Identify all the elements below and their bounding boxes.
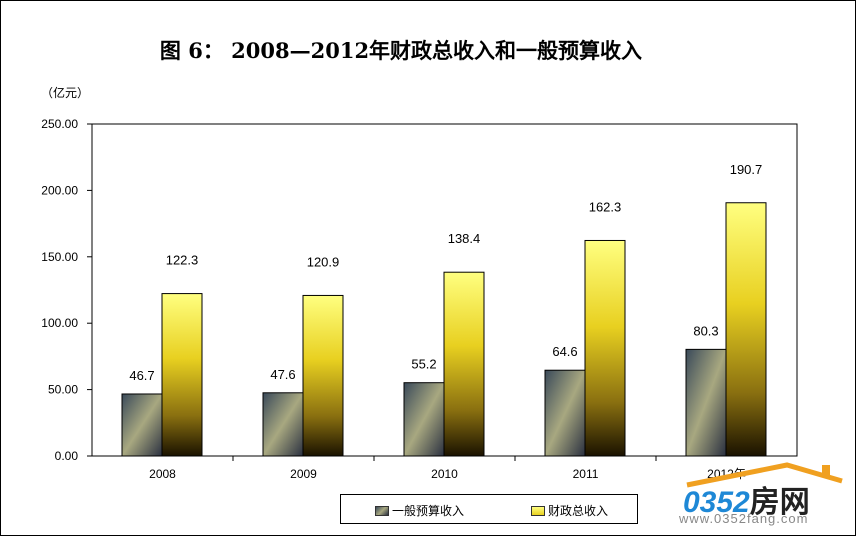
legend: 一般预算收入 财政总收入 xyxy=(340,494,638,524)
x-tick-label: 2008 xyxy=(149,467,176,481)
legend-label: 一般预算收入 xyxy=(392,504,465,518)
x-tick-label: 2009 xyxy=(290,467,317,481)
watermark: 0352房网 www.0352fang.com xyxy=(677,459,847,529)
x-tick-label: 2010 xyxy=(431,467,458,481)
legend-swatch xyxy=(375,505,389,516)
bar-general-budget xyxy=(403,382,445,457)
data-label: 64.6 xyxy=(552,344,577,359)
y-axis-unit: （亿元） xyxy=(41,86,90,100)
bar-total-revenue xyxy=(302,294,344,457)
legend-label: 财政总收入 xyxy=(548,504,609,518)
bar-general-budget xyxy=(544,369,586,457)
legend-swatch xyxy=(531,505,545,516)
y-tick-label: 100.00 xyxy=(41,316,78,330)
y-tick-label: 250.00 xyxy=(41,117,78,131)
data-label: 122.3 xyxy=(166,253,199,268)
data-label: 190.7 xyxy=(730,162,763,177)
bar-total-revenue xyxy=(725,202,767,457)
chart-title: 图 6： 2008—2012年财政总收入和一般预算收入 xyxy=(159,38,643,63)
x-tick-label: 2011 xyxy=(573,467,599,481)
data-label: 80.3 xyxy=(693,323,718,338)
data-label: 55.2 xyxy=(411,357,436,372)
bar-general-budget xyxy=(262,392,304,457)
bar-total-revenue xyxy=(443,271,485,457)
data-label: 120.9 xyxy=(307,254,340,269)
data-label: 162.3 xyxy=(589,199,622,214)
bar-total-revenue xyxy=(161,293,203,457)
y-tick-label: 200.00 xyxy=(41,183,78,197)
watermark-logo: 0352房网 xyxy=(683,486,810,519)
house-roof-icon xyxy=(686,462,843,488)
data-label: 138.4 xyxy=(448,231,481,246)
bar-general-budget xyxy=(121,393,163,457)
watermark-url: www.0352fang.com xyxy=(679,511,809,526)
data-label: 46.7 xyxy=(129,368,154,383)
legend-item-general-budget: 一般预算收入 xyxy=(375,502,464,519)
y-tick-label: 50.00 xyxy=(48,383,78,397)
legend-item-total-revenue: 财政总收入 xyxy=(531,502,608,519)
bar-total-revenue xyxy=(584,239,626,457)
data-label: 47.6 xyxy=(270,367,295,382)
y-tick-label: 150.00 xyxy=(41,250,78,264)
y-tick-label: 0.00 xyxy=(55,449,79,463)
bar-general-budget xyxy=(685,348,727,457)
